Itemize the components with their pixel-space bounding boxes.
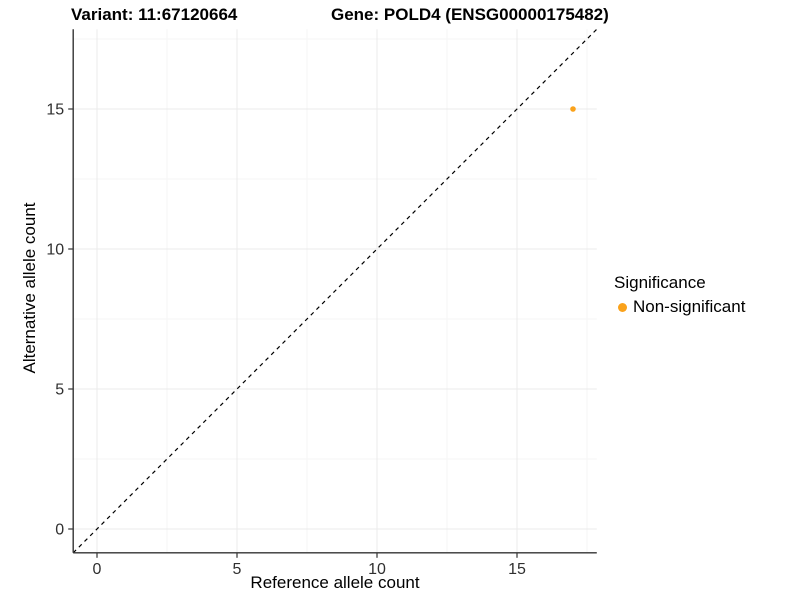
y-axis-title: Alternative allele count [20,202,39,374]
legend-items: Non-significant [614,297,745,317]
x-tick-label: 15 [508,561,526,578]
legend: Significance Non-significant [614,273,745,317]
y-tick-label: 5 [55,382,64,399]
variant-title: Variant: 11:67120664 [71,5,238,24]
y-tick-label: 15 [46,102,64,119]
y-tick-label: 10 [46,242,64,259]
x-tick-label: 0 [93,561,102,578]
x-axis-title: Reference allele count [250,573,420,592]
legend-item: Non-significant [614,297,745,317]
x-tick-label: 10 [368,561,386,578]
legend-title: Significance [614,273,706,292]
x-tick-label: 5 [233,561,242,578]
y-tick-label: 0 [55,522,64,539]
gene-title: Gene: POLD4 (ENSG00000175482) [331,5,609,24]
data-point [570,106,576,112]
legend-point-icon [618,302,627,312]
identity-reference-line [72,28,598,554]
legend-item-label: Non-significant [633,297,746,316]
